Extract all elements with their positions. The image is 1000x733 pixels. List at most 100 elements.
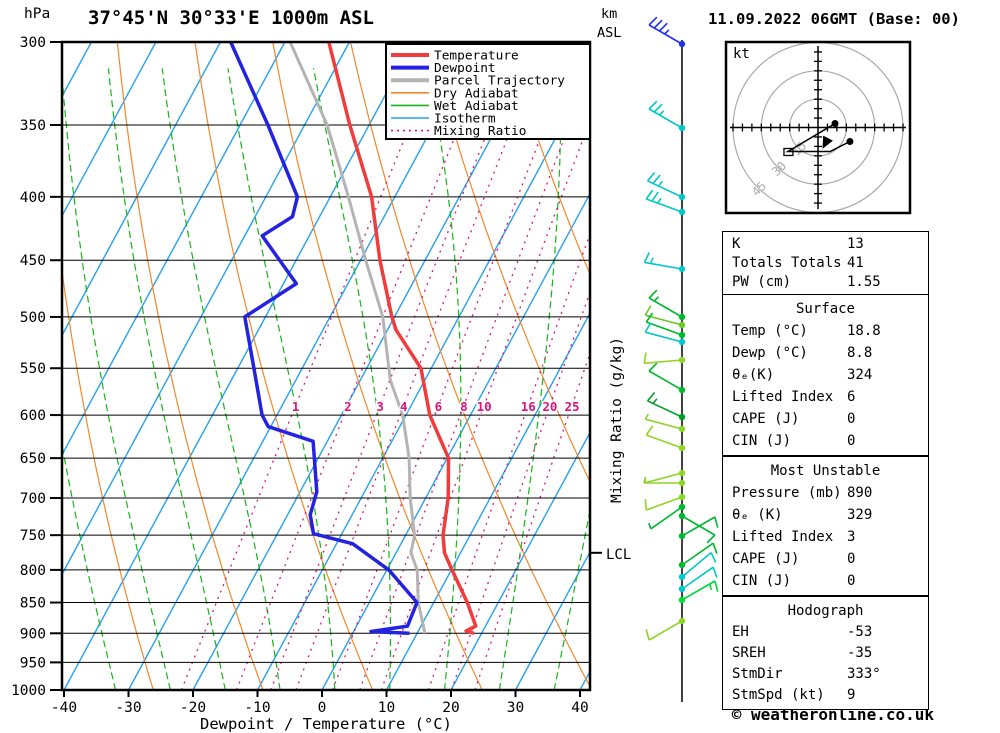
wet-adiabat-line bbox=[62, 441, 117, 690]
row-value: 0 bbox=[847, 433, 856, 449]
mixing-ratio-value-label: 6 bbox=[435, 399, 443, 414]
wind-barb-staff bbox=[647, 400, 683, 418]
mixing-ratio-value-label: 1 bbox=[292, 399, 300, 414]
wind-barb-feather bbox=[648, 100, 658, 110]
hodograph-trace-dot bbox=[831, 120, 839, 128]
temp-tick-label: 0 bbox=[318, 700, 327, 716]
wind-barb-feather bbox=[645, 189, 654, 200]
pressure-tick-label: 900 bbox=[20, 626, 46, 642]
table-row: K 13 bbox=[723, 235, 928, 254]
wind-level-dot bbox=[678, 596, 686, 604]
row-value: 9 bbox=[847, 687, 856, 703]
temp-tick-label: -10 bbox=[244, 700, 270, 716]
table-title: Most Unstable bbox=[770, 463, 881, 479]
wind-barb-staff bbox=[646, 198, 683, 213]
row-label: StmSpd (kt) bbox=[732, 687, 825, 703]
wind-barb-feather bbox=[652, 174, 661, 184]
isotherm-line bbox=[62, 42, 222, 337]
mixing-ratio-value-label: 4 bbox=[400, 399, 408, 414]
temp-tick-label: 20 bbox=[442, 700, 459, 716]
isotherm-line bbox=[256, 72, 590, 690]
pressure-tick-label: 950 bbox=[20, 655, 46, 671]
row-label: CAPE (J) bbox=[732, 411, 800, 427]
row-value: 324 bbox=[847, 367, 873, 383]
table-row: Totals Totals 41 bbox=[723, 254, 928, 273]
row-label: CAPE (J) bbox=[732, 551, 800, 567]
legend-item-label: Dewpoint bbox=[434, 61, 496, 76]
page-title: 37°45'N 30°33'E 1000m ASL bbox=[88, 7, 374, 29]
pressure-tick-label: 800 bbox=[20, 563, 46, 579]
wet-adiabat-line bbox=[227, 68, 336, 690]
row-label: SREH bbox=[732, 645, 766, 661]
row-label: StmDir bbox=[732, 666, 783, 682]
surface-table: Surface Temp (°C) 18.8 Dewp (°C) 8.8 θₑ(K)… bbox=[722, 294, 929, 456]
dry-adiabat-line bbox=[62, 267, 154, 690]
wind-barb-staff bbox=[681, 515, 716, 536]
hodograph-table: Hodograph EH -53 SREH -35 StmDir 333° StmSp… bbox=[722, 596, 929, 710]
row-value: 333° bbox=[847, 666, 881, 682]
wind-barb-staff bbox=[648, 24, 683, 45]
pressure-tick-label: 650 bbox=[20, 451, 46, 467]
row-value: 3 bbox=[847, 529, 856, 545]
wind-level-dot bbox=[678, 425, 686, 433]
row-label: CIN (J) bbox=[732, 433, 792, 449]
wind-level-dot bbox=[678, 512, 686, 520]
isotherm-line bbox=[62, 42, 351, 576]
wet-adiabat-line bbox=[553, 507, 590, 690]
row-label: Totals Totals bbox=[732, 255, 842, 271]
temperature-curve bbox=[327, 42, 478, 635]
table-row: Lifted Index 3 bbox=[723, 526, 928, 548]
mixing-ratio-value-label: 3 bbox=[376, 399, 384, 414]
wind-barb-staff bbox=[646, 434, 683, 449]
table-title: Surface bbox=[795, 301, 855, 317]
isotherm-line bbox=[127, 42, 480, 690]
wind-barb-half-feather bbox=[708, 583, 713, 591]
wind-barb-staff bbox=[645, 331, 683, 343]
isotherm-line bbox=[514, 550, 590, 690]
altitude-axis-label-km: km bbox=[601, 6, 618, 22]
wind-barb-staff bbox=[681, 542, 714, 566]
table-row: θₑ (K) 329 bbox=[723, 504, 928, 526]
row-label: PW (cm) bbox=[732, 274, 792, 290]
wind-level-dot bbox=[678, 321, 686, 329]
wind-barb-feather bbox=[644, 498, 648, 511]
wind-barb-feather bbox=[643, 252, 650, 263]
table-title: Hodograph bbox=[787, 603, 864, 619]
wind-barb-feather bbox=[645, 425, 654, 436]
wind-barb-feather bbox=[712, 566, 718, 578]
hodograph-trace bbox=[785, 122, 851, 153]
wind-level-dot bbox=[678, 493, 686, 501]
row-value: 0 bbox=[847, 573, 856, 589]
row-value: -35 bbox=[847, 645, 873, 661]
wind-level-dot bbox=[678, 444, 686, 452]
row-label: EH bbox=[732, 624, 749, 640]
row-value: 41 bbox=[847, 255, 864, 271]
wind-barb-staff bbox=[646, 496, 683, 511]
pressure-tick-label: 300 bbox=[20, 35, 46, 51]
dewpoint-curve bbox=[229, 42, 419, 636]
datetime-title: 11.09.2022 06GMT (Base: 00) bbox=[708, 10, 960, 28]
hodograph-square-marker bbox=[783, 147, 794, 157]
legend-item-label: Parcel Trajectory bbox=[434, 74, 565, 89]
hodograph-unit-label: kt bbox=[733, 46, 750, 62]
isotherm-line bbox=[62, 42, 157, 218]
row-value: 6 bbox=[847, 389, 856, 405]
hodograph-trace-dot bbox=[846, 137, 854, 145]
dry-adiabat-line bbox=[116, 42, 264, 690]
wind-barb-column bbox=[643, 16, 719, 702]
wind-barb-feather bbox=[645, 629, 650, 641]
mixing-ratio-axis-label: Mixing Ratio (g/kg) bbox=[609, 337, 625, 503]
row-value: 1.55 bbox=[847, 274, 881, 290]
wind-barb-feather bbox=[714, 516, 719, 528]
wind-barb-feather bbox=[646, 171, 656, 182]
mixing-ratio-value-label: 8 bbox=[460, 399, 468, 414]
table-row: θₑ(K) 324 bbox=[723, 364, 928, 386]
temp-tick-label: -20 bbox=[180, 700, 206, 716]
wind-barb-feather bbox=[648, 16, 658, 26]
pressure-tick-label: 350 bbox=[20, 118, 46, 134]
wind-barb-feather bbox=[714, 580, 719, 592]
altitude-axis-label-asl: ASL bbox=[597, 25, 622, 41]
wind-level-dot bbox=[678, 503, 686, 511]
dry-adiabat-line bbox=[194, 42, 374, 690]
